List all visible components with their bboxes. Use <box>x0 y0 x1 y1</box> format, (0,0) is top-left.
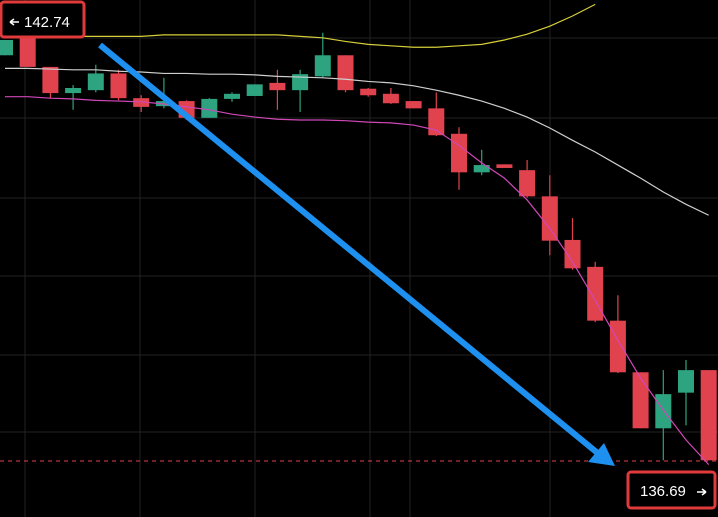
candle-body <box>110 73 127 99</box>
candle-body <box>473 165 490 173</box>
candle-body <box>201 98 218 118</box>
candle-body <box>632 372 649 429</box>
candle-body <box>337 55 354 91</box>
candle-body <box>360 88 377 96</box>
indicator-line <box>5 96 710 466</box>
candle-body <box>314 55 331 77</box>
candle-body <box>292 74 309 91</box>
end-price: 136.69 <box>640 483 686 500</box>
candle-body <box>564 239 581 269</box>
candle-body <box>587 266 604 321</box>
candle-body <box>246 84 263 96</box>
candle-body <box>19 34 36 67</box>
start-price: 142.74 <box>24 14 70 31</box>
candle-body <box>700 370 717 461</box>
candle-body <box>541 196 558 241</box>
candle-body <box>65 87 82 94</box>
candle-body <box>655 394 672 429</box>
candle-body <box>405 101 422 109</box>
candle-body <box>496 164 513 168</box>
candle-body <box>519 170 536 197</box>
candle-body <box>451 133 467 173</box>
candle-body <box>133 98 150 107</box>
candle-body <box>42 66 59 94</box>
start-price-label: 142.74 <box>0 0 86 39</box>
candle-body <box>678 370 694 393</box>
candle-body <box>382 93 399 104</box>
candle-body <box>269 82 286 91</box>
trend-arrow <box>98 42 615 466</box>
candle-body <box>428 108 445 136</box>
indicator-line <box>5 67 709 216</box>
candle-body <box>0 39 13 56</box>
candle-body <box>609 320 626 373</box>
candle-body <box>224 93 240 99</box>
candle-body <box>87 73 104 91</box>
end-price-label: 136.69 <box>626 470 717 510</box>
indicator-line <box>4 3 596 48</box>
